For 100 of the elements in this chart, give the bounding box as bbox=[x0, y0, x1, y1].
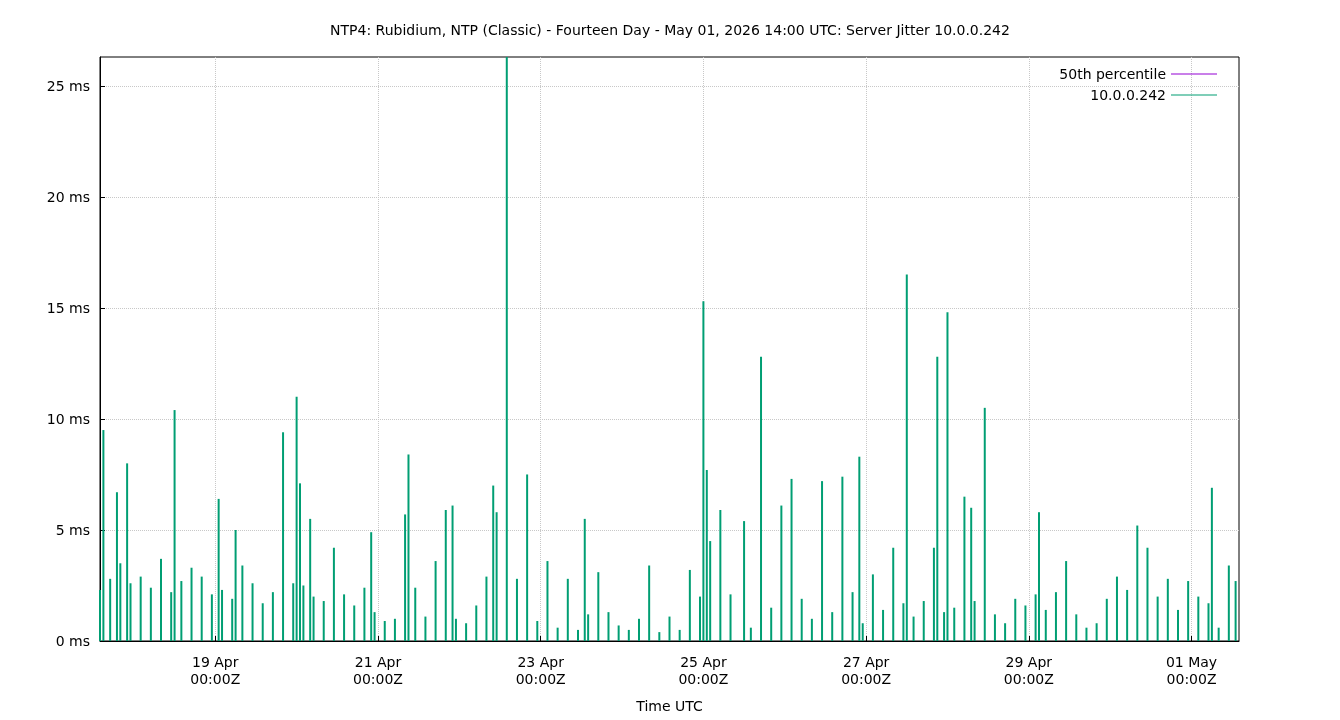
bar bbox=[343, 594, 346, 641]
bar bbox=[485, 576, 488, 641]
bar bbox=[109, 578, 112, 641]
bar bbox=[922, 601, 925, 641]
x-tick-label: 01 May 00:00Z bbox=[1165, 653, 1218, 687]
bar bbox=[295, 396, 298, 641]
bar bbox=[1187, 581, 1190, 641]
bar bbox=[1115, 576, 1118, 641]
y-tick-label: 25 ms bbox=[46, 77, 90, 94]
bar bbox=[241, 565, 244, 641]
bar bbox=[1085, 627, 1088, 641]
bar bbox=[1054, 592, 1057, 641]
bar bbox=[760, 356, 763, 641]
bar bbox=[912, 616, 915, 641]
bar bbox=[800, 598, 803, 641]
bar bbox=[1105, 598, 1108, 641]
bar bbox=[102, 430, 105, 641]
bar bbox=[841, 476, 844, 641]
bar bbox=[705, 470, 708, 641]
x-tick-label: 29 Apr 00:00Z bbox=[1003, 653, 1054, 687]
bar bbox=[170, 592, 173, 641]
bar bbox=[790, 478, 793, 641]
bar bbox=[617, 625, 620, 641]
bar bbox=[1024, 605, 1027, 641]
bar bbox=[1075, 614, 1078, 641]
bar bbox=[322, 601, 325, 641]
bar bbox=[332, 547, 335, 641]
y-tick-label: 10 ms bbox=[46, 410, 90, 427]
bar bbox=[882, 609, 885, 641]
bar bbox=[251, 583, 254, 641]
legend-label: 10.0.0.242 bbox=[1090, 87, 1166, 103]
bar bbox=[434, 561, 437, 641]
bar bbox=[475, 605, 478, 641]
bar bbox=[190, 567, 193, 641]
bar bbox=[719, 509, 722, 641]
bar bbox=[546, 561, 549, 641]
bar bbox=[451, 505, 454, 641]
bar bbox=[180, 581, 183, 641]
bar bbox=[702, 301, 705, 641]
bar bbox=[688, 569, 691, 641]
bar bbox=[1004, 623, 1007, 641]
bar bbox=[1146, 547, 1149, 641]
bar bbox=[970, 507, 973, 641]
y-tick-label: 15 ms bbox=[46, 299, 90, 316]
bar bbox=[963, 496, 966, 641]
bar bbox=[271, 592, 274, 641]
bar bbox=[373, 612, 376, 641]
bar bbox=[576, 629, 579, 641]
bar bbox=[810, 618, 813, 641]
bar bbox=[160, 558, 163, 641]
bar bbox=[1227, 565, 1230, 641]
bar bbox=[1126, 589, 1129, 641]
bar bbox=[536, 621, 539, 641]
bar bbox=[1136, 525, 1139, 641]
x-tick-label: 19 Apr 00:00Z bbox=[190, 653, 241, 687]
bar bbox=[200, 576, 203, 641]
legend-label: 50th percentile bbox=[1059, 66, 1166, 82]
bar bbox=[492, 485, 495, 641]
bar bbox=[1207, 603, 1210, 641]
x-axis-title: Time UTC bbox=[635, 698, 703, 714]
bar bbox=[383, 621, 386, 641]
bar bbox=[393, 618, 396, 641]
bar bbox=[1156, 596, 1159, 641]
bar bbox=[129, 583, 132, 641]
bar bbox=[261, 603, 264, 641]
x-tick-label: 21 Apr 00:00Z bbox=[353, 653, 403, 687]
chart-title: NTP4: Rubidium, NTP (Classic) - Fourteen Day - May 01, 2026 14:00 UTC: Server Jitter 10.0.0.242 bbox=[330, 22, 1010, 38]
bar bbox=[993, 614, 996, 641]
bar bbox=[936, 356, 939, 641]
y-tick-label: 20 ms bbox=[46, 188, 90, 205]
bar bbox=[505, 57, 508, 641]
bar bbox=[282, 432, 285, 641]
bar bbox=[495, 512, 498, 641]
bar bbox=[424, 616, 427, 641]
y-tick-label: 5 ms bbox=[55, 521, 90, 538]
bar bbox=[648, 565, 651, 641]
bar bbox=[983, 407, 986, 641]
bar bbox=[363, 587, 366, 641]
bar bbox=[1014, 598, 1017, 641]
bar bbox=[444, 509, 447, 641]
bar bbox=[370, 532, 373, 641]
bar bbox=[1095, 623, 1098, 641]
bar bbox=[414, 587, 417, 641]
bar bbox=[743, 521, 746, 641]
bar bbox=[871, 574, 874, 641]
bar bbox=[115, 492, 118, 641]
bar bbox=[1176, 609, 1179, 641]
bar bbox=[1217, 627, 1220, 641]
bar bbox=[851, 592, 854, 641]
bar bbox=[973, 601, 976, 641]
x-tick-label: 23 Apr 00:00Z bbox=[515, 653, 566, 687]
bar bbox=[353, 605, 356, 641]
bar bbox=[678, 629, 681, 641]
bar bbox=[902, 603, 905, 641]
bar bbox=[139, 576, 142, 641]
bar bbox=[658, 632, 661, 641]
bar bbox=[465, 623, 468, 641]
bar bbox=[556, 627, 559, 641]
bar bbox=[953, 607, 956, 641]
bar bbox=[173, 410, 176, 641]
